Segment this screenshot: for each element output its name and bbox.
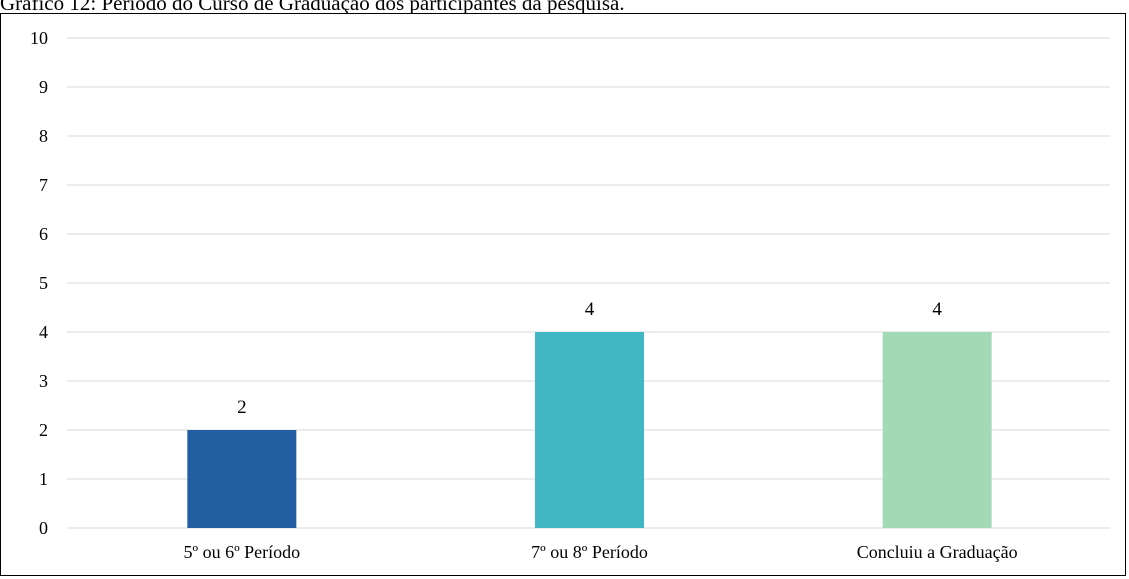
chart-caption: Gráfico 12: Período do Curso de Graduaçã… — [0, 0, 625, 15]
y-tick-label-4: 4 — [39, 322, 48, 342]
bar-3 — [882, 332, 992, 528]
bar-2 — [535, 332, 644, 528]
y-tick-label-6: 6 — [39, 224, 48, 244]
y-tick-label-10: 10 — [30, 28, 48, 48]
y-tick-label-2: 2 — [39, 420, 48, 440]
y-axis-ticks: 0 1 2 3 4 5 6 7 8 9 10 — [30, 28, 48, 538]
data-label-2: 4 — [585, 299, 595, 320]
y-tick-label-7: 7 — [39, 175, 48, 195]
y-tick-label-9: 9 — [39, 77, 48, 97]
y-tick-label-5: 5 — [39, 273, 48, 293]
category-label-2: 7º ou 8º Período — [531, 542, 648, 562]
category-label-1: 5º ou 6º Período — [183, 542, 300, 562]
data-label-3: 4 — [932, 299, 942, 320]
data-labels: 2 4 4 — [237, 299, 942, 418]
y-tick-label-3: 3 — [39, 371, 48, 391]
data-label-1: 2 — [237, 397, 247, 418]
y-tick-label-1: 1 — [39, 469, 48, 489]
category-labels: 5º ou 6º Período 7º ou 8º Período Concluiu… — [183, 542, 1017, 562]
y-tick-label-0: 0 — [39, 518, 48, 538]
y-tick-label-8: 8 — [39, 126, 48, 146]
bars — [187, 332, 992, 528]
category-label-3: Concluiu a Graduação — [857, 542, 1018, 562]
bar-1 — [187, 430, 297, 528]
